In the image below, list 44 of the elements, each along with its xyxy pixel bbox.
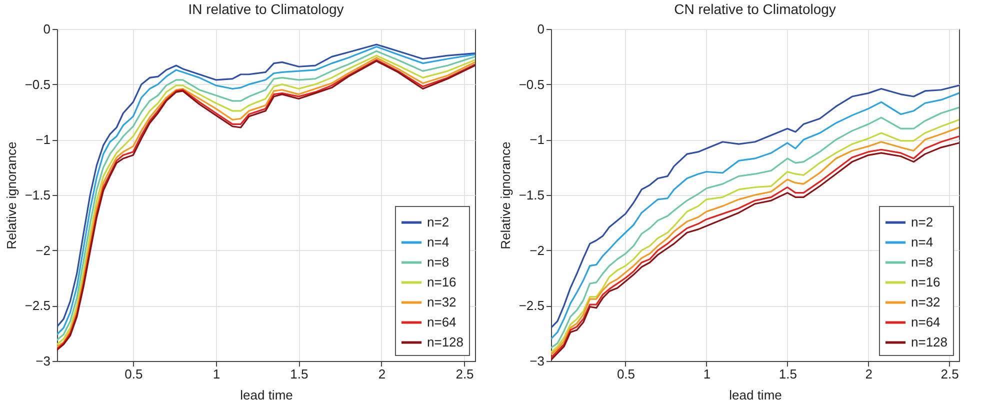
legend-label: n=4 (911, 234, 934, 250)
y-tick-label: 0 (537, 22, 544, 36)
y-tick-label: −1.5 (518, 188, 544, 202)
legend-label: n=2 (911, 214, 934, 230)
legend-label: n=8 (427, 254, 450, 270)
y-tick-label: −1 (36, 132, 50, 148)
legend-label: n=16 (911, 274, 940, 290)
y-axis-title: Relative ignorance (4, 142, 19, 250)
legend-label: n=128 (911, 334, 948, 350)
y-tick-label: −2 (530, 242, 544, 258)
legend-label: n=64 (427, 314, 456, 330)
x-tick-label: 2.5 (940, 366, 959, 382)
legend-label: n=2 (427, 214, 450, 230)
x-tick-label: 2 (378, 366, 386, 382)
x-axis-title: lead time (240, 388, 293, 402)
x-tick-label: 1 (212, 366, 220, 382)
x-tick-label: 0.5 (616, 366, 636, 382)
y-tick-label: −2.5 (518, 298, 544, 314)
legend-label: n=128 (427, 334, 464, 350)
legend-label: n=64 (911, 314, 940, 330)
y-tick-label: −2.5 (24, 298, 50, 314)
y-tick-label: −3 (530, 354, 544, 368)
chart-title: CN relative to Climatology (674, 1, 836, 17)
x-tick-label: 1.5 (290, 366, 308, 382)
y-tick-label: −3 (36, 354, 50, 368)
legend-label: n=4 (427, 234, 450, 250)
x-tick-label: 1.5 (778, 366, 797, 382)
legend-label: n=32 (911, 294, 940, 310)
y-tick-label: −1 (530, 132, 544, 148)
y-tick-label: −2 (36, 242, 50, 258)
y-tick-label: −0.5 (518, 76, 544, 92)
y-tick-label: −1.5 (24, 188, 50, 202)
x-tick-label: 2 (865, 366, 872, 382)
x-tick-label: 2.5 (456, 366, 474, 382)
legend-label: n=16 (427, 274, 456, 290)
x-tick-label: 1 (703, 366, 711, 382)
y-axis-title: Relative ignorance (498, 142, 513, 250)
legend-label: n=8 (911, 254, 934, 270)
legend-label: n=32 (427, 294, 456, 310)
x-axis-title: lead time (729, 388, 782, 402)
x-tick-label: 0.5 (124, 366, 143, 382)
y-tick-label: −0.5 (24, 76, 50, 92)
y-tick-label: 0 (43, 22, 50, 36)
chart-title: IN relative to Climatology (188, 1, 344, 17)
